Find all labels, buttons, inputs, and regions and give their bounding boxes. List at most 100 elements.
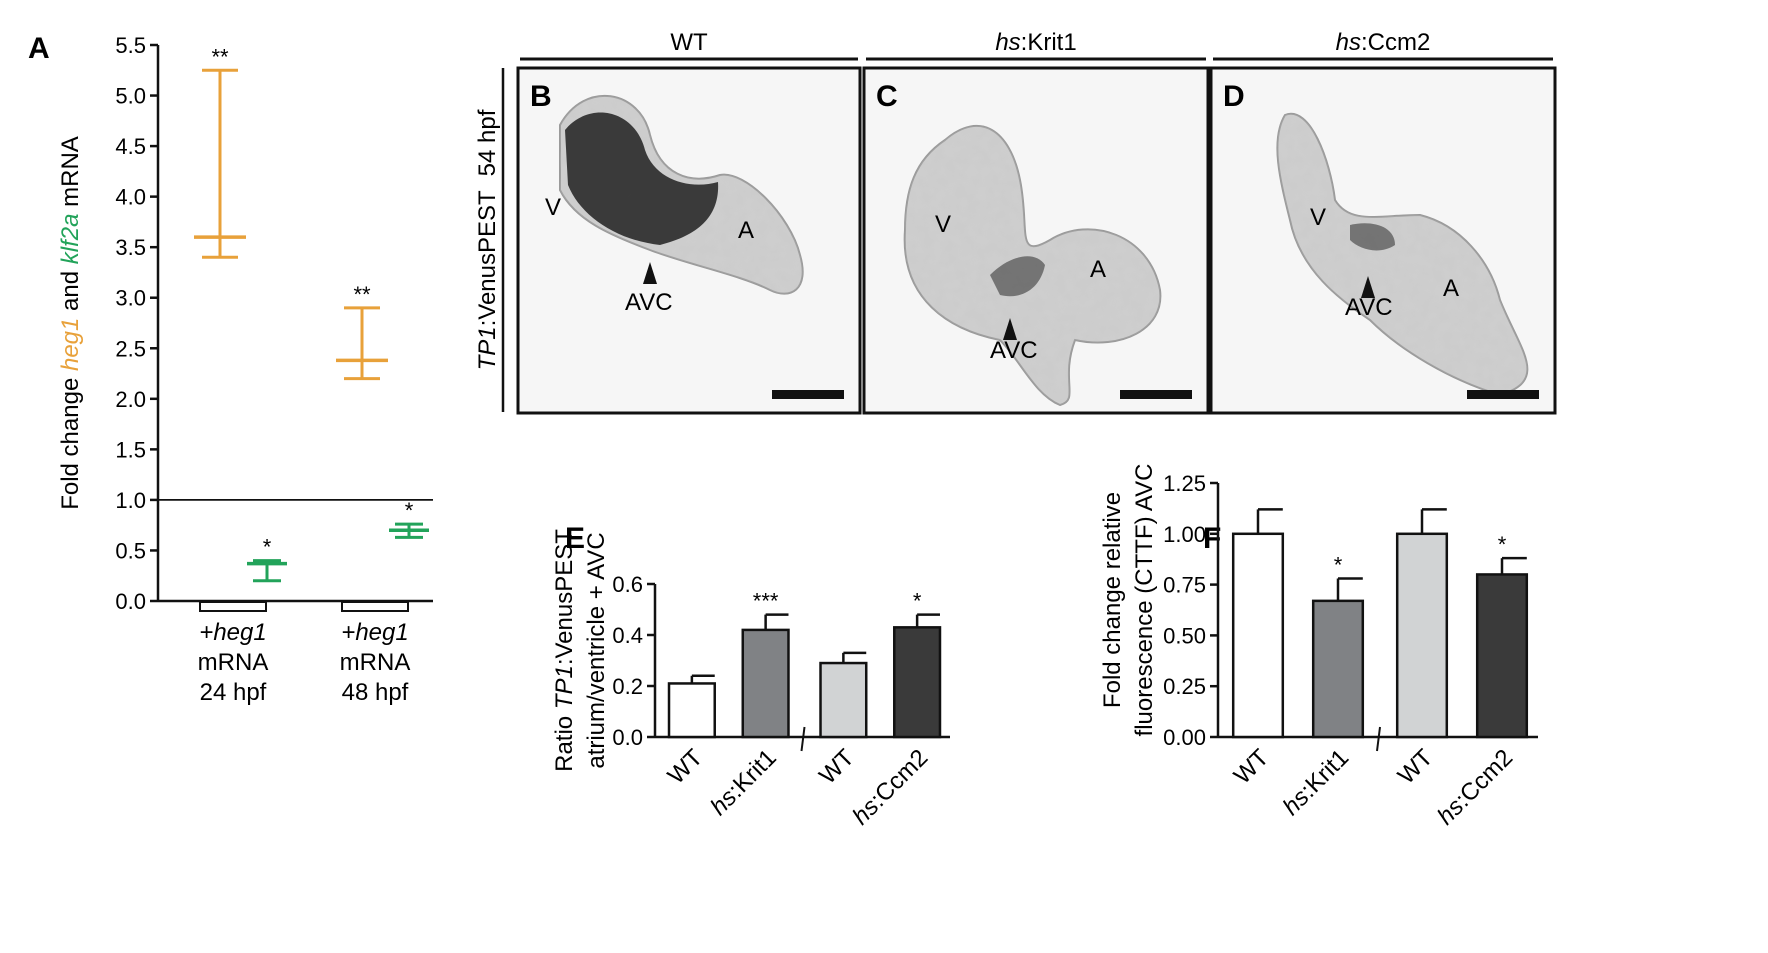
a-significance-label: ** bbox=[211, 44, 229, 69]
row-label-rest: :VenusPEST bbox=[474, 190, 501, 326]
e-x-tick-text: :Ccm2 bbox=[865, 744, 933, 812]
f-y-tick-label: 0.25 bbox=[1163, 674, 1206, 699]
micrograph-panel: B V A AVC bbox=[516, 66, 862, 415]
a-y-tick-label: 4.5 bbox=[115, 134, 146, 159]
column-headers: WT hs:Krit1 hs:Ccm2 bbox=[501, 29, 1553, 412]
f-y-tick-label: 0.75 bbox=[1163, 573, 1206, 598]
row-label-stage: 54 hpf bbox=[474, 109, 501, 176]
e-bar bbox=[741, 628, 790, 739]
e-y-tick-label: 0.2 bbox=[612, 674, 643, 699]
a-y-tick-label: 3.5 bbox=[115, 235, 146, 260]
ventricle-label: V bbox=[1310, 204, 1326, 231]
a-point-klf2a: * bbox=[247, 535, 287, 583]
f-x-tick-label: WT bbox=[1393, 744, 1439, 790]
panel-letter-f: F bbox=[1203, 522, 1221, 555]
e-bar bbox=[667, 682, 716, 739]
a-ylabel-part-5: mRNA bbox=[57, 136, 84, 213]
a-y-tick-label: 1.0 bbox=[115, 488, 146, 513]
a-y-tick-label: 5.0 bbox=[115, 84, 146, 109]
avc-signal bbox=[1350, 223, 1395, 251]
scale-bar bbox=[772, 390, 844, 399]
f-bar bbox=[1475, 573, 1529, 739]
e-group-separator bbox=[800, 726, 806, 752]
a-group-label-line: mRNA bbox=[198, 649, 269, 676]
scale-bar bbox=[1120, 390, 1192, 399]
micrograph-letter: B bbox=[530, 80, 552, 113]
f-y-axis-label-part: fluorescence (CTTF) AVC bbox=[1131, 464, 1158, 737]
atrium-label: A bbox=[1090, 256, 1106, 283]
e-x-tick-text: WT bbox=[663, 744, 709, 790]
a-group-label-italic: +heg1 bbox=[341, 619, 408, 646]
a-ylabel-klf2a: klf2a bbox=[57, 214, 84, 265]
f-x-tick-label: hs:Krit1 bbox=[1278, 744, 1355, 821]
column-header-text: WT bbox=[670, 29, 708, 56]
a-y-tick-label: 2.5 bbox=[115, 336, 146, 361]
column-header-italic: hs bbox=[995, 29, 1020, 56]
e-bar bbox=[893, 626, 942, 739]
f-significance-label: * bbox=[1334, 553, 1343, 578]
row-label: TP1:VenusPEST 54 hpf bbox=[474, 109, 501, 370]
e-significance-label: * bbox=[913, 589, 922, 614]
e-x-tick-label: WT bbox=[663, 744, 709, 790]
f-group-separator bbox=[1376, 726, 1381, 752]
a-group-label-line: 24 hpf bbox=[200, 679, 267, 706]
a-point-heg1: ** bbox=[194, 44, 246, 259]
f-y-tick-label: 0.00 bbox=[1163, 725, 1206, 750]
avc-label: AVC bbox=[625, 289, 673, 316]
a-ylabel-part-1: Fold change bbox=[57, 371, 84, 510]
f-x-tick-text: WT bbox=[1229, 744, 1275, 790]
e-y-tick-label: 0.0 bbox=[612, 725, 643, 750]
a-y-tick-label: 1.5 bbox=[115, 437, 146, 462]
a-y-tick-label: 0.0 bbox=[115, 589, 146, 614]
a-group-label-italic: +heg1 bbox=[199, 619, 266, 646]
a-y-ticks: 0.0 0.5 1.0 1.5 2.0 2.5 3.0 3.5 4.0 4.5 5.0 5.5 bbox=[115, 33, 158, 614]
a-significance-label: * bbox=[263, 535, 272, 560]
column-header-label: hs:Ccm2 bbox=[1336, 29, 1431, 56]
ventricle-label: V bbox=[935, 211, 951, 238]
f-bar bbox=[1231, 532, 1285, 739]
f-y-axis-label-part: Fold change relative bbox=[1099, 492, 1126, 708]
e-y-axis-label-part: TP1 bbox=[551, 665, 578, 709]
a-point-heg1: ** bbox=[336, 282, 388, 381]
a-significance-label: ** bbox=[353, 282, 371, 307]
column-header-label: hs:Krit1 bbox=[995, 29, 1076, 56]
avc-label: AVC bbox=[990, 337, 1038, 364]
micrograph-panels: B V A AVC C V A AVC D V A AVC bbox=[516, 66, 1557, 415]
f-x-tick-label: WT bbox=[1229, 744, 1275, 790]
e-x-tick-label: hs:Krit1 bbox=[705, 744, 782, 821]
avc-arrowhead bbox=[643, 262, 657, 284]
f-y-tick-label: 0.50 bbox=[1163, 623, 1206, 648]
atrium-label: A bbox=[1443, 275, 1459, 302]
a-group-label-line: 48 hpf bbox=[342, 679, 409, 706]
chart-e: 0.0 0.2 0.4 0.6 Ratio TP1:VenusPEST atrium/ve… bbox=[551, 529, 950, 830]
a-ylabel-heg1: heg1 bbox=[57, 318, 84, 371]
a-y-tick-label: 3.0 bbox=[115, 286, 146, 311]
column-header-text: :Ccm2 bbox=[1361, 29, 1430, 56]
scale-bar bbox=[1467, 390, 1539, 399]
a-y-tick-label: 2.0 bbox=[115, 387, 146, 412]
chart-f: 0.00 0.25 0.50 0.75 1.00 1.25 Fold change rela… bbox=[1099, 464, 1538, 830]
f-y-axis-label-line: Fold change relative bbox=[1099, 492, 1126, 708]
panel-letter-e: E bbox=[565, 522, 585, 555]
f-y-tick-label: 1.25 bbox=[1163, 471, 1206, 496]
column-header-text: :Krit1 bbox=[1021, 29, 1077, 56]
f-y-tick-label: 1.00 bbox=[1163, 522, 1206, 547]
tissue-texture bbox=[1277, 113, 1528, 395]
f-significance-label: * bbox=[1498, 532, 1507, 557]
micrograph-panel: D V A AVC bbox=[1209, 66, 1557, 415]
f-x-tick-text: :Ccm2 bbox=[1450, 744, 1518, 812]
f-bar bbox=[1395, 532, 1449, 739]
avc-signal bbox=[565, 112, 719, 245]
e-y-axis-label-part: :VenusPEST bbox=[551, 529, 578, 665]
a-group-label-line: mRNA bbox=[340, 649, 411, 676]
a-y-tick-label: 5.5 bbox=[115, 33, 146, 58]
a-point-klf2a: * bbox=[389, 498, 429, 539]
e-x-tick-label: hs:Ccm2 bbox=[847, 744, 933, 830]
e-y-tick-label: 0.6 bbox=[612, 572, 643, 597]
panel-letter-a: A bbox=[28, 32, 50, 65]
avc-signal bbox=[990, 256, 1045, 297]
a-group-labels: +heg1 mRNA 24 hpf +heg1 mRNA 48 hpf bbox=[198, 601, 411, 706]
micrograph-panel: C V A AVC bbox=[862, 66, 1210, 415]
a-group-bracket bbox=[199, 601, 267, 612]
